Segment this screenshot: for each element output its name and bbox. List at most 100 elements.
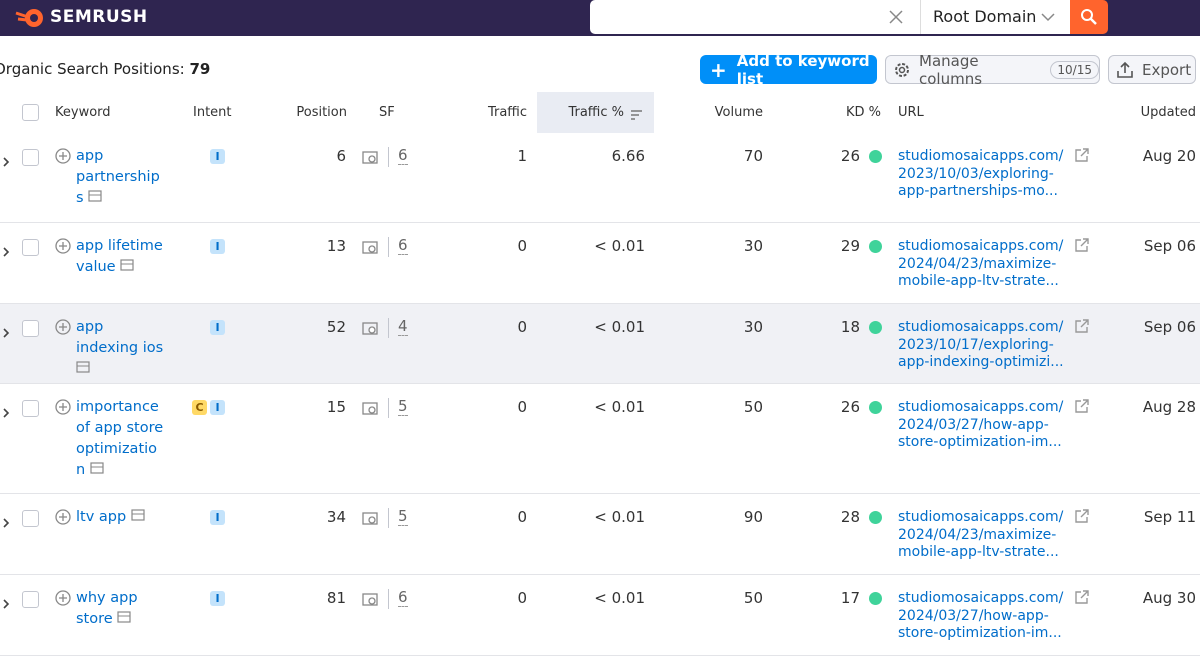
- export-button[interactable]: Export: [1108, 55, 1196, 84]
- serp-icon[interactable]: [116, 259, 135, 275]
- column-header[interactable]: URL: [898, 105, 924, 120]
- traffic: 1: [517, 147, 527, 165]
- row-checkbox[interactable]: [22, 149, 39, 166]
- sf-count[interactable]: 5: [398, 507, 408, 526]
- serp-icon[interactable]: [126, 509, 145, 525]
- sf-count[interactable]: 4: [398, 317, 408, 336]
- title: Organic Search Positions:: [0, 60, 185, 78]
- position: 13: [326, 237, 346, 255]
- serp-icon[interactable]: [113, 611, 132, 627]
- sf-count[interactable]: 6: [398, 146, 408, 165]
- keyword-link[interactable]: why app store: [76, 590, 138, 627]
- add-keyword-icon-svg: [55, 319, 71, 335]
- row-checkbox[interactable]: [22, 400, 39, 417]
- column-header[interactable]: Updated: [1140, 105, 1196, 120]
- serp-icon[interactable]: [85, 462, 104, 478]
- column-header[interactable]: Traffic %: [568, 105, 624, 120]
- external-link-icon-svg: [1075, 319, 1089, 333]
- url-line: 2023/10/03/exploring-: [898, 165, 1054, 182]
- clear-icon[interactable]: [889, 10, 903, 24]
- sf-icon-svg: [362, 151, 378, 164]
- url-line: app-indexing-optimizi...: [898, 354, 1064, 370]
- url-line: 2024/03/27/how-app-: [898, 416, 1049, 433]
- traffic-percent: < 0.01: [594, 589, 645, 607]
- volume: 90: [743, 508, 763, 526]
- sf-icon: [362, 592, 379, 612]
- expand-chevron: [2, 513, 10, 532]
- kd: 26: [840, 147, 860, 165]
- table-row: app partnerships I 6 6 1 6.66 70 26 studiomosai…: [0, 133, 1200, 223]
- updated: Aug 30: [1142, 589, 1196, 607]
- url-line: studiomosaicapps.com/: [898, 148, 1064, 164]
- sf-count[interactable]: 6: [398, 236, 408, 255]
- traffic: 0: [517, 589, 527, 607]
- url[interactable]: studiomosaicapps.com/2024/04/23/maximize…: [898, 509, 1063, 562]
- add-keyword-icon: [55, 148, 71, 168]
- add-keyword-icon: [55, 238, 71, 258]
- keyword-link[interactable]: app lifetime value: [76, 238, 163, 275]
- sf-icon: [362, 240, 379, 260]
- keyword-link[interactable]: app indexing ios: [76, 319, 164, 356]
- column-header[interactable]: Traffic: [487, 105, 527, 120]
- url[interactable]: studiomosaicapps.com/2023/10/03/explorin…: [898, 148, 1063, 201]
- sf-icon-svg: [362, 241, 378, 254]
- sf-count[interactable]: 6: [398, 588, 408, 607]
- row-checkbox[interactable]: [22, 591, 39, 608]
- traffic: 0: [517, 237, 527, 255]
- column-header[interactable]: SF: [379, 105, 395, 120]
- search-input[interactable]: [590, 0, 920, 34]
- expand-chevron-svg: [3, 408, 10, 418]
- keyword: why app store: [76, 588, 164, 630]
- sf-count[interactable]: 5: [398, 397, 408, 416]
- table-row: ltv app I 34 5 0 < 0.01 90 28 studiomosaicapps.…: [0, 494, 1200, 575]
- sf-divider: [388, 398, 389, 418]
- external-link-icon: [1074, 319, 1090, 339]
- add-keyword-icon-svg: [55, 509, 71, 525]
- row-checkbox[interactable]: [22, 239, 39, 256]
- keyword-link[interactable]: importance of app store optimization: [76, 399, 164, 478]
- select-all[interactable]: [22, 104, 39, 121]
- column-header[interactable]: Keyword: [55, 105, 111, 120]
- kd-dot: [869, 511, 882, 524]
- kd: 29: [840, 237, 860, 255]
- intent-badge: I: [210, 320, 225, 335]
- keyword: importance of app store optimization: [76, 397, 164, 481]
- column-header[interactable]: Volume: [714, 105, 763, 120]
- url[interactable]: studiomosaicapps.com/2024/03/27/how-app-…: [898, 590, 1063, 643]
- sort-icon-svg: [631, 110, 642, 120]
- expand-chevron-svg: [3, 157, 10, 167]
- traffic: 0: [517, 318, 527, 336]
- toolbar: Organic Search Positions: 79 + Add to key…: [0, 36, 1200, 93]
- serp-icon-svg: [120, 259, 134, 271]
- column-header[interactable]: Intent: [193, 105, 232, 120]
- updated: Aug 20: [1142, 147, 1196, 165]
- add-button[interactable]: + Add to keyword list: [700, 52, 877, 88]
- external-link-icon: [1074, 509, 1090, 529]
- kd-dot: [869, 321, 882, 334]
- url[interactable]: studiomosaicapps.com/2023/10/17/explorin…: [898, 319, 1064, 372]
- manage-button[interactable]: Manage columns 10/15: [885, 52, 1100, 88]
- keyword-link[interactable]: ltv app: [76, 509, 127, 525]
- row-checkbox[interactable]: [22, 510, 39, 527]
- serp-icon-svg: [76, 361, 90, 373]
- sf-icon-svg: [362, 322, 378, 335]
- expand-chevron: [2, 152, 10, 171]
- expand-chevron-svg: [3, 518, 10, 528]
- serp-icon[interactable]: [76, 361, 90, 377]
- intent-badge: I: [210, 591, 225, 606]
- serp-icon[interactable]: [84, 190, 103, 206]
- expand-chevron-svg: [3, 247, 10, 257]
- search-button[interactable]: [1070, 0, 1108, 34]
- volume: 50: [743, 589, 763, 607]
- position: 81: [326, 589, 346, 607]
- column-header[interactable]: KD %: [845, 105, 881, 120]
- url[interactable]: studiomosaicapps.com/2024/04/23/maximize…: [898, 238, 1063, 291]
- traffic: 0: [517, 398, 527, 416]
- keyword: ltv app: [76, 507, 164, 528]
- row-checkbox[interactable]: [22, 320, 39, 337]
- volume: 70: [743, 147, 763, 165]
- url[interactable]: studiomosaicapps.com/2024/03/27/how-app-…: [898, 399, 1063, 452]
- column-header[interactable]: Position: [296, 105, 347, 120]
- keyword-link[interactable]: app partnerships: [76, 148, 160, 206]
- expand-chevron: [2, 403, 10, 422]
